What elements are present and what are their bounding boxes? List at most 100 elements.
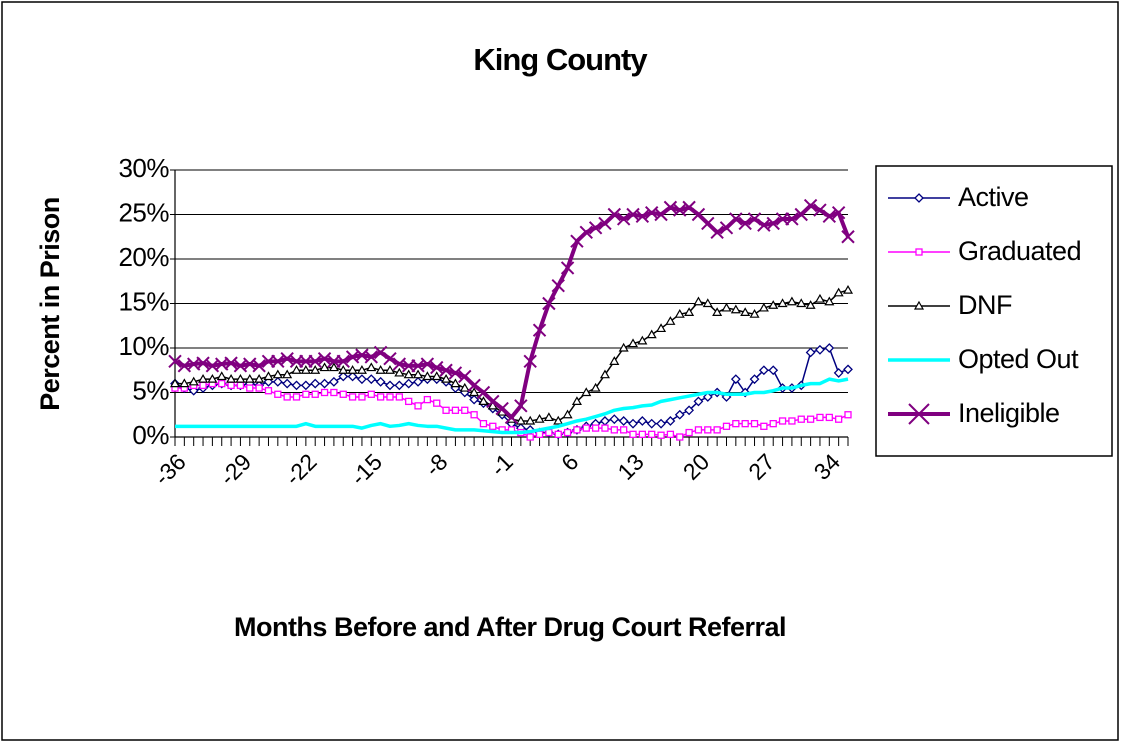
marker (768, 365, 779, 376)
marker (254, 373, 265, 383)
marker (545, 428, 553, 437)
marker (656, 323, 667, 333)
marker (805, 347, 816, 358)
marker (264, 387, 273, 395)
marker (422, 371, 433, 381)
marker (674, 308, 685, 318)
marker (347, 371, 358, 382)
marker (663, 200, 678, 215)
marker (673, 203, 687, 217)
marker (227, 381, 235, 390)
marker (373, 345, 388, 360)
marker (364, 350, 378, 364)
marker (420, 357, 435, 371)
marker (788, 417, 796, 425)
y-tick-label: 25% (118, 197, 169, 227)
marker (665, 316, 676, 325)
marker (704, 426, 712, 434)
marker (831, 206, 846, 220)
marker (236, 381, 245, 390)
marker (601, 424, 609, 432)
marker (722, 422, 731, 430)
marker (489, 422, 497, 430)
marker (282, 378, 293, 389)
marker (252, 359, 266, 373)
marker (448, 366, 463, 380)
marker (467, 378, 481, 393)
marker (571, 396, 582, 405)
marker (441, 373, 452, 383)
marker (412, 369, 424, 379)
marker (758, 302, 769, 312)
marker (479, 419, 488, 428)
marker (431, 371, 442, 381)
marker (618, 342, 629, 352)
marker (693, 296, 704, 306)
marker (760, 422, 768, 430)
marker (414, 402, 422, 410)
marker (218, 379, 226, 388)
marker (207, 373, 218, 383)
marker (654, 207, 668, 222)
marker (534, 413, 545, 423)
marker (685, 428, 693, 437)
marker (618, 416, 629, 426)
marker (729, 212, 743, 226)
legend-marker (913, 300, 925, 310)
marker (308, 354, 322, 369)
marker (348, 393, 357, 401)
y-tick-label: 15% (118, 286, 169, 316)
marker (740, 307, 751, 316)
marker (796, 298, 807, 308)
marker (554, 430, 562, 438)
marker (394, 380, 405, 391)
marker (682, 200, 696, 215)
marker (730, 304, 741, 314)
series (171, 379, 852, 441)
marker (676, 433, 684, 441)
marker (665, 416, 676, 426)
marker (815, 344, 825, 355)
marker (347, 365, 358, 374)
marker (199, 381, 207, 390)
chart-title: King County (473, 42, 648, 77)
marker (609, 414, 620, 425)
legend-label: Active (958, 182, 1029, 212)
marker (591, 424, 600, 432)
y-tick-label: 0% (132, 420, 169, 450)
marker (666, 430, 675, 438)
marker (366, 362, 377, 372)
marker (581, 387, 592, 397)
marker (629, 430, 637, 438)
marker (188, 376, 199, 386)
marker (328, 376, 339, 387)
marker (777, 298, 788, 308)
y-tick-label: 30% (118, 153, 169, 183)
marker (563, 428, 572, 437)
marker (169, 378, 181, 388)
marker (535, 430, 544, 438)
marker (582, 424, 590, 432)
marker (710, 225, 724, 240)
marker (526, 433, 534, 441)
marker (319, 362, 330, 372)
marker (843, 364, 853, 375)
marker (280, 351, 294, 366)
marker (786, 296, 797, 306)
marker (588, 221, 603, 235)
marker (357, 374, 367, 385)
marker (338, 365, 349, 374)
marker (310, 378, 321, 389)
y-axis-title: Percent in Prison (35, 197, 65, 411)
marker (375, 376, 386, 387)
marker (358, 393, 366, 401)
marker (635, 209, 650, 223)
marker (648, 430, 656, 438)
marker (620, 426, 628, 434)
marker (310, 365, 321, 374)
marker (814, 293, 825, 303)
marker (423, 395, 432, 404)
series-line (175, 377, 849, 435)
marker (816, 413, 824, 422)
